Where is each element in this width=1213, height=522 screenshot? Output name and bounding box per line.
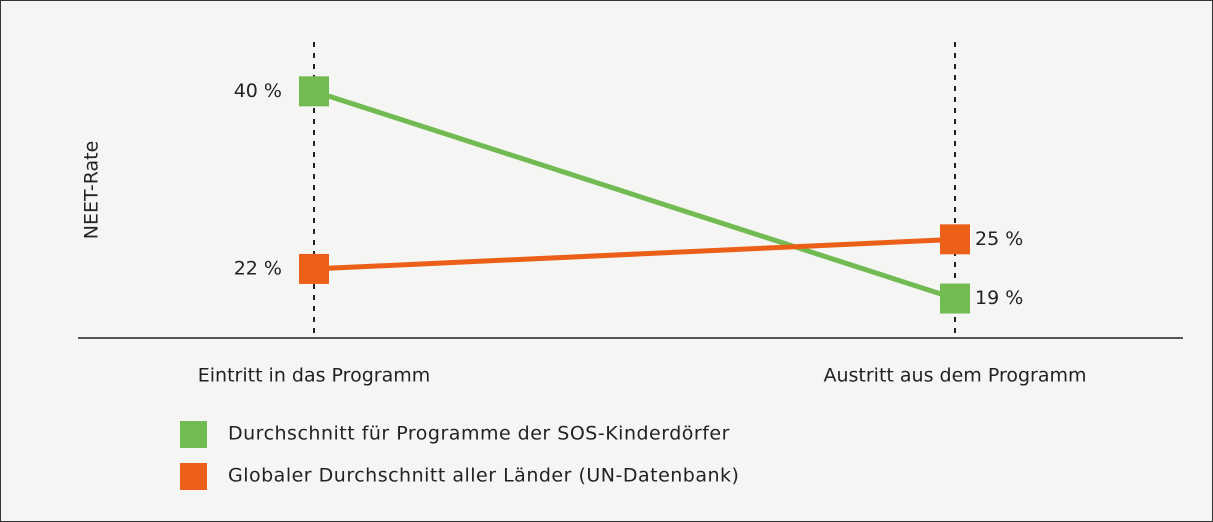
y-axis-label: NEET-Rate: [81, 141, 103, 240]
value-label: 25 %: [975, 228, 1023, 250]
marker: [940, 224, 970, 255]
legend-label: Globaler Durchschnitt aller Länder (UN-D…: [228, 465, 739, 487]
marker: [299, 76, 329, 107]
x-tick-label: Eintritt in das Programm: [198, 365, 430, 387]
series-line: [313, 236, 956, 272]
legend-swatch: [180, 463, 207, 490]
series-line: [313, 88, 956, 301]
value-label: 19 %: [975, 287, 1023, 309]
x-tick-label: Austritt aus dem Programm: [823, 365, 1086, 387]
legend-swatch: [180, 421, 207, 448]
value-label: 40 %: [234, 80, 282, 102]
marker: [299, 253, 329, 284]
legend-label: Durchschnitt für Programme der SOS-Kinde…: [228, 423, 730, 445]
marker: [940, 283, 970, 314]
value-label: 22 %: [234, 257, 282, 279]
